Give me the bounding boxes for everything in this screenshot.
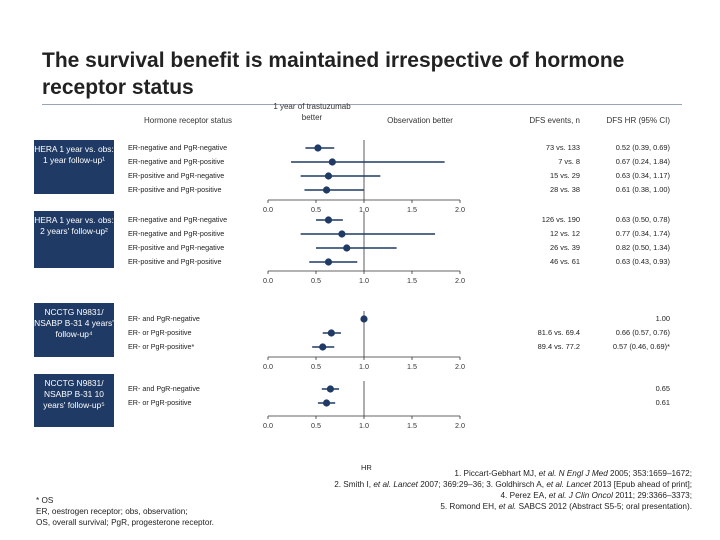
group-label-4: NCCTG N9831/ NSABP B-31 10 years' follow… — [34, 374, 114, 427]
row-label: ER-negative and PgR-negative — [128, 215, 228, 224]
hr-point — [327, 329, 335, 337]
hr-point — [322, 186, 331, 194]
reference-2-3: 2. Smith I, et al. Lancet 2007; 369:29–3… — [334, 480, 692, 489]
footnote-os: * OS — [36, 496, 54, 505]
x-tick-label: 0.5 — [311, 205, 321, 214]
footnote-abbrev-1: ER, oestrogen receptor; obs, observation… — [36, 507, 188, 516]
header-favours-trastuzumab: 1 year of trastuzumab better — [273, 102, 351, 122]
row-label: ER-negative and PgR-negative — [128, 143, 228, 152]
dfs-hr-value: 0.66 (0.57, 0.76) — [615, 328, 670, 337]
hr-point — [324, 258, 333, 266]
header-dfs-hr: DFS HR (95% CI) — [606, 116, 670, 125]
dfs-events-value: 46 vs. 61 — [550, 257, 580, 266]
dfs-events-value: 7 vs. 8 — [558, 157, 580, 166]
x-tick-label: 0.5 — [311, 276, 321, 285]
x-tick-label: 2.0 — [455, 362, 465, 371]
row-label: ER-positive and PgR-positive — [128, 257, 222, 266]
dfs-hr-value: 0.82 (0.50, 1.34) — [615, 243, 670, 252]
x-tick-label: 2.0 — [455, 205, 465, 214]
dfs-events-value: 81.6 vs. 69.4 — [537, 328, 580, 337]
x-tick-label: 1.5 — [407, 276, 417, 285]
row-label: ER-negative and PgR-positive — [128, 157, 225, 166]
dfs-events-value: 89.4 vs. 77.2 — [537, 342, 580, 351]
row-label: ER-positive and PgR-positive — [128, 185, 222, 194]
dfs-hr-value: 1.00 — [655, 314, 670, 323]
x-tick-label: 0.0 — [263, 205, 273, 214]
x-tick-label: 1.5 — [407, 362, 417, 371]
header-dfs-events: DFS events, n — [529, 116, 580, 125]
dfs-events-value: 126 vs. 190 — [541, 215, 580, 224]
row-label: ER- or PgR-positive — [128, 328, 192, 337]
dfs-events-value: 28 vs. 38 — [550, 185, 580, 194]
hr-point — [324, 216, 333, 224]
row-label: ER-positive and PgR-negative — [128, 171, 225, 180]
footnote-abbrev-2: OS, overall survival; PgR, progesterone … — [36, 518, 214, 527]
header-favours-observation: Observation better — [387, 116, 453, 125]
x-tick-label: 2.0 — [455, 276, 465, 285]
dfs-hr-value: 0.63 (0.50, 0.78) — [615, 215, 670, 224]
dfs-hr-value: 0.52 (0.39, 0.69) — [615, 143, 670, 152]
x-tick-label: 1.5 — [407, 421, 417, 430]
x-tick-label: 1.0 — [359, 276, 369, 285]
reference-5: 5. Romond EH, et al. SABCS 2012 (Abstrac… — [440, 502, 692, 511]
x-tick-label: 2.0 — [455, 421, 465, 430]
hr-point — [324, 172, 333, 180]
dfs-hr-value: 0.61 — [655, 398, 670, 407]
dfs-events-value: 73 vs. 133 — [545, 143, 580, 152]
group-label-2: HERA 1 year vs. obs: 2 years' follow-up² — [34, 211, 114, 268]
x-tick-label: 0.5 — [311, 362, 321, 371]
row-label: ER-negative and PgR-positive — [128, 229, 225, 238]
x-tick-label: 1.0 — [359, 421, 369, 430]
row-label: ER- or PgR-positive — [128, 398, 192, 407]
dfs-hr-value: 0.57 (0.46, 0.69)* — [612, 342, 670, 351]
dfs-events-value: 12 vs. 12 — [550, 229, 580, 238]
row-label: ER- and PgR-negative — [128, 384, 200, 393]
hr-point — [360, 315, 368, 323]
hr-point — [319, 343, 327, 351]
row-label: ER- or PgR-positive* — [128, 342, 195, 351]
x-tick-label: 0.0 — [263, 421, 273, 430]
x-tick-label: 0.5 — [311, 421, 321, 430]
reference-1: 1. Piccart-Gebhart MJ, et al. N Engl J M… — [454, 469, 692, 478]
hr-point — [328, 158, 336, 166]
x-tick-label: 1.0 — [359, 362, 369, 371]
dfs-hr-value: 0.77 (0.34, 1.74) — [615, 229, 670, 238]
group-label-1: HERA 1 year vs. obs: 1 year follow-up¹ — [34, 140, 114, 194]
hr-point — [343, 244, 351, 252]
dfs-hr-value: 0.63 (0.43, 0.93) — [615, 257, 670, 266]
x-tick-label: 1.0 — [359, 205, 369, 214]
hr-point — [322, 399, 331, 407]
dfs-hr-value: 0.65 — [655, 384, 670, 393]
dfs-hr-value: 0.67 (0.24, 1.84) — [615, 157, 670, 166]
row-label: ER- and PgR-negative — [128, 314, 200, 323]
dfs-events-value: 15 vs. 29 — [550, 171, 580, 180]
x-tick-label: 0.0 — [263, 276, 273, 285]
x-tick-label: 1.5 — [407, 205, 417, 214]
hr-point — [338, 230, 346, 238]
x-axis-label: HR — [361, 463, 372, 472]
hr-point — [326, 385, 334, 393]
group-label-3: NCCTG N9831/ NSABP B-31 4 years' follow-… — [34, 303, 114, 357]
title-divider — [42, 104, 682, 105]
reference-4: 4. Perez EA, et al. J Clin Oncol 2011; 2… — [500, 491, 693, 500]
x-tick-label: 0.0 — [263, 362, 273, 371]
header-hormone-status: Hormone receptor status — [143, 116, 233, 125]
row-label: ER-positive and PgR-negative — [128, 243, 225, 252]
slide-title: The survival benefit is maintained irres… — [42, 49, 625, 99]
dfs-events-value: 26 vs. 39 — [550, 243, 580, 252]
hr-point — [314, 144, 322, 152]
dfs-hr-value: 0.61 (0.38, 1.00) — [615, 185, 670, 194]
references: 1. Piccart-Gebhart MJ, et al. N Engl J M… — [232, 468, 692, 512]
dfs-hr-value: 0.63 (0.34, 1.17) — [615, 171, 670, 180]
